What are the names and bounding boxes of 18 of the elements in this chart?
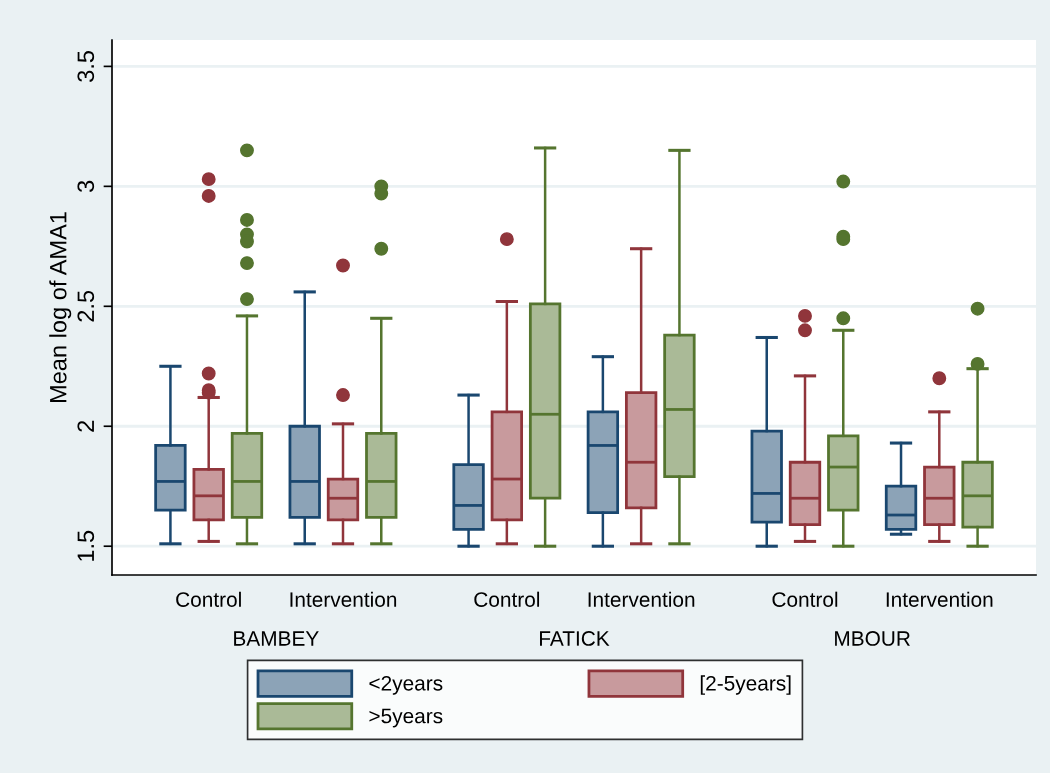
legend-label: >5years bbox=[369, 708, 443, 728]
x-tick-label: Intervention bbox=[290, 591, 397, 607]
y-tick-label: 3 bbox=[77, 180, 95, 193]
text: MBOUR bbox=[835, 631, 910, 646]
y-axis-title: Mean log of AMA1 bbox=[49, 212, 72, 403]
legend-label: <2years bbox=[369, 675, 443, 695]
text: FATICK bbox=[540, 631, 610, 646]
x-tick-label: Intervention bbox=[886, 591, 993, 607]
x-tick-label: Control bbox=[474, 591, 540, 607]
y-tick-label: 1.5 bbox=[77, 530, 95, 561]
x-tick-label: Intervention bbox=[588, 591, 695, 607]
legend-label: [2-5years] bbox=[700, 675, 791, 695]
text: BAMBEY bbox=[234, 631, 319, 646]
y-tick-label: 3.5 bbox=[77, 50, 95, 82]
x-tick-label: Control bbox=[176, 591, 241, 607]
y-tick-label: 2 bbox=[77, 420, 94, 432]
y-tick-label: 2.5 bbox=[77, 290, 95, 322]
x-tick-label: Control bbox=[772, 591, 838, 607]
